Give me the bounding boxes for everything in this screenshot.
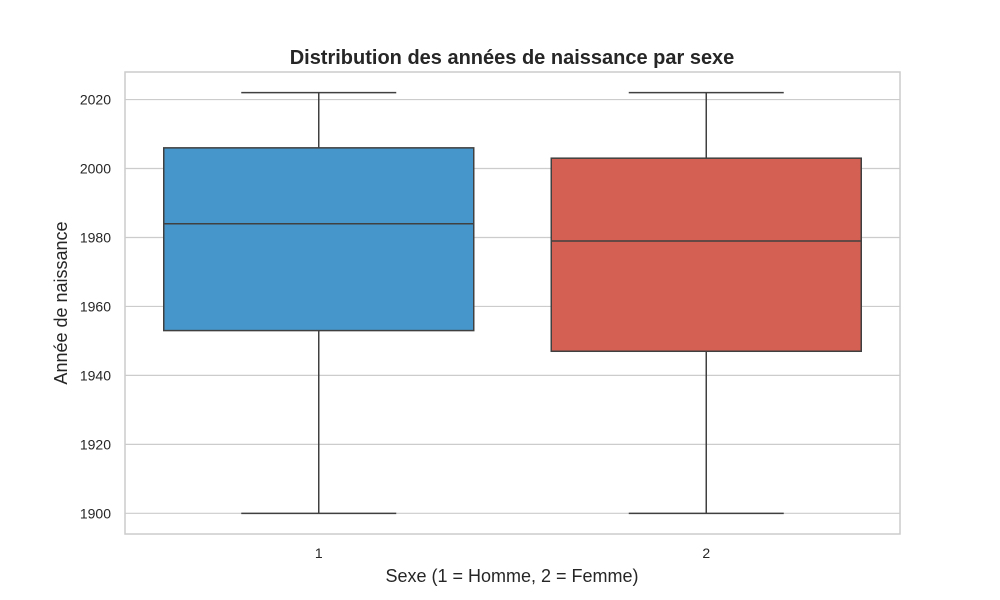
x-axis-label: Sexe (1 = Homme, 2 = Femme)	[385, 566, 638, 586]
y-tick-label: 1980	[80, 229, 111, 245]
y-tick-label: 1920	[80, 436, 111, 452]
y-tick-labels: 1900 1920 1940 1960 1980 2000 2020	[80, 92, 111, 522]
y-axis-label: Année de naissance	[51, 221, 71, 384]
y-tick-label: 1900	[80, 505, 111, 521]
plot-frame	[124, 71, 901, 535]
box-category-2	[550, 91, 862, 515]
chart-title: Distribution des années de naissance par…	[290, 47, 735, 69]
x-tick-label: 2	[702, 545, 710, 561]
y-tick-label: 2020	[80, 92, 111, 108]
boxes	[163, 91, 862, 515]
box-category-1	[163, 91, 475, 515]
box-iqr	[163, 147, 475, 332]
y-tick-label: 2000	[80, 161, 111, 177]
box-iqr	[550, 157, 862, 353]
y-tick-label: 1940	[80, 367, 111, 383]
x-tick-label: 1	[315, 545, 323, 561]
y-tick-label: 1960	[80, 298, 111, 314]
